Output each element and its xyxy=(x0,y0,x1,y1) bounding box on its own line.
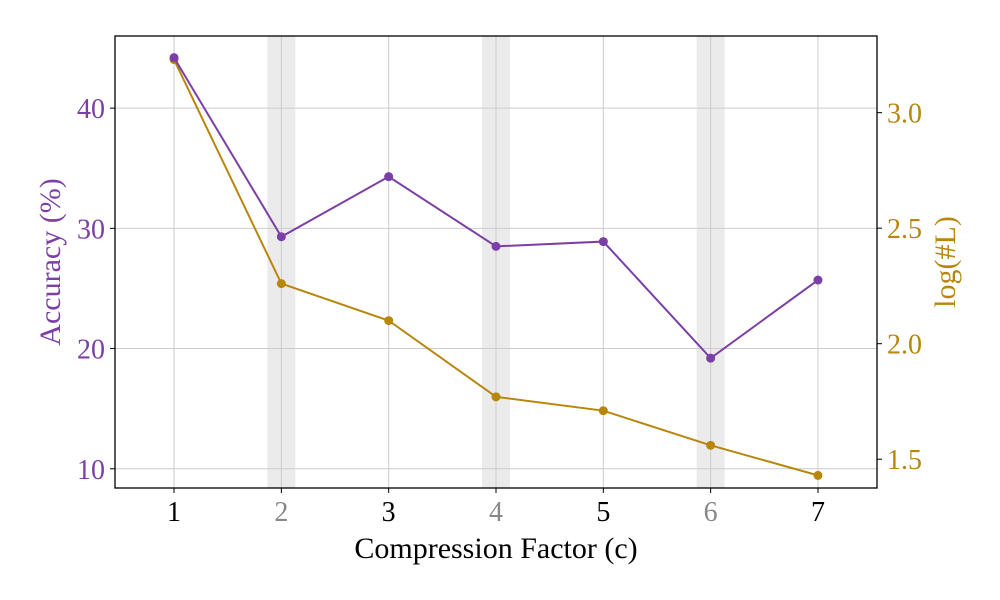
left-tick-label: 20 xyxy=(77,335,105,366)
left-tick-label: 30 xyxy=(77,214,105,245)
right-axis-ticks: 1.5 2.0 2.5 3.0 xyxy=(877,99,922,476)
right-series-point xyxy=(813,470,823,480)
right-tick-label: 3.0 xyxy=(887,99,922,130)
x-tick-label: 4 xyxy=(489,497,503,528)
left-series-point xyxy=(813,275,823,285)
x-tick-label: 7 xyxy=(811,497,825,528)
data-series xyxy=(169,53,823,480)
left-axis-ticks: 10 20 30 40 xyxy=(77,94,115,486)
x-tick-label: 3 xyxy=(382,497,396,528)
left-series-point xyxy=(706,353,716,363)
right-series-point xyxy=(384,316,394,326)
x-axis-ticks: 1 2 3 4 5 6 7 xyxy=(167,488,825,528)
x-tick-label: 5 xyxy=(596,497,610,528)
x-axis-title: Compression Factor (c) xyxy=(354,532,637,565)
left-series-point xyxy=(276,232,286,242)
right-tick-label: 2.5 xyxy=(887,214,922,245)
x-tick-label: 2 xyxy=(274,497,288,528)
left-series-point xyxy=(169,53,179,63)
left-tick-label: 40 xyxy=(77,94,105,125)
left-series-point xyxy=(598,237,608,247)
grid-lines xyxy=(115,36,877,488)
left-axis-title: Accuracy (%) xyxy=(34,178,67,345)
right-tick-label: 2.0 xyxy=(887,330,922,361)
left-tick-label: 10 xyxy=(77,455,105,486)
right-series-point xyxy=(276,279,286,289)
right-series-point xyxy=(491,392,501,402)
x-tick-label: 6 xyxy=(704,497,718,528)
right-series-point xyxy=(598,406,608,416)
left-series-point xyxy=(491,241,501,251)
left-series-point xyxy=(384,172,394,182)
right-series-point xyxy=(706,440,716,450)
right-tick-label: 1.5 xyxy=(887,445,922,476)
x-tick-label: 1 xyxy=(167,497,181,528)
right-axis-title: log(#L) xyxy=(929,216,962,308)
